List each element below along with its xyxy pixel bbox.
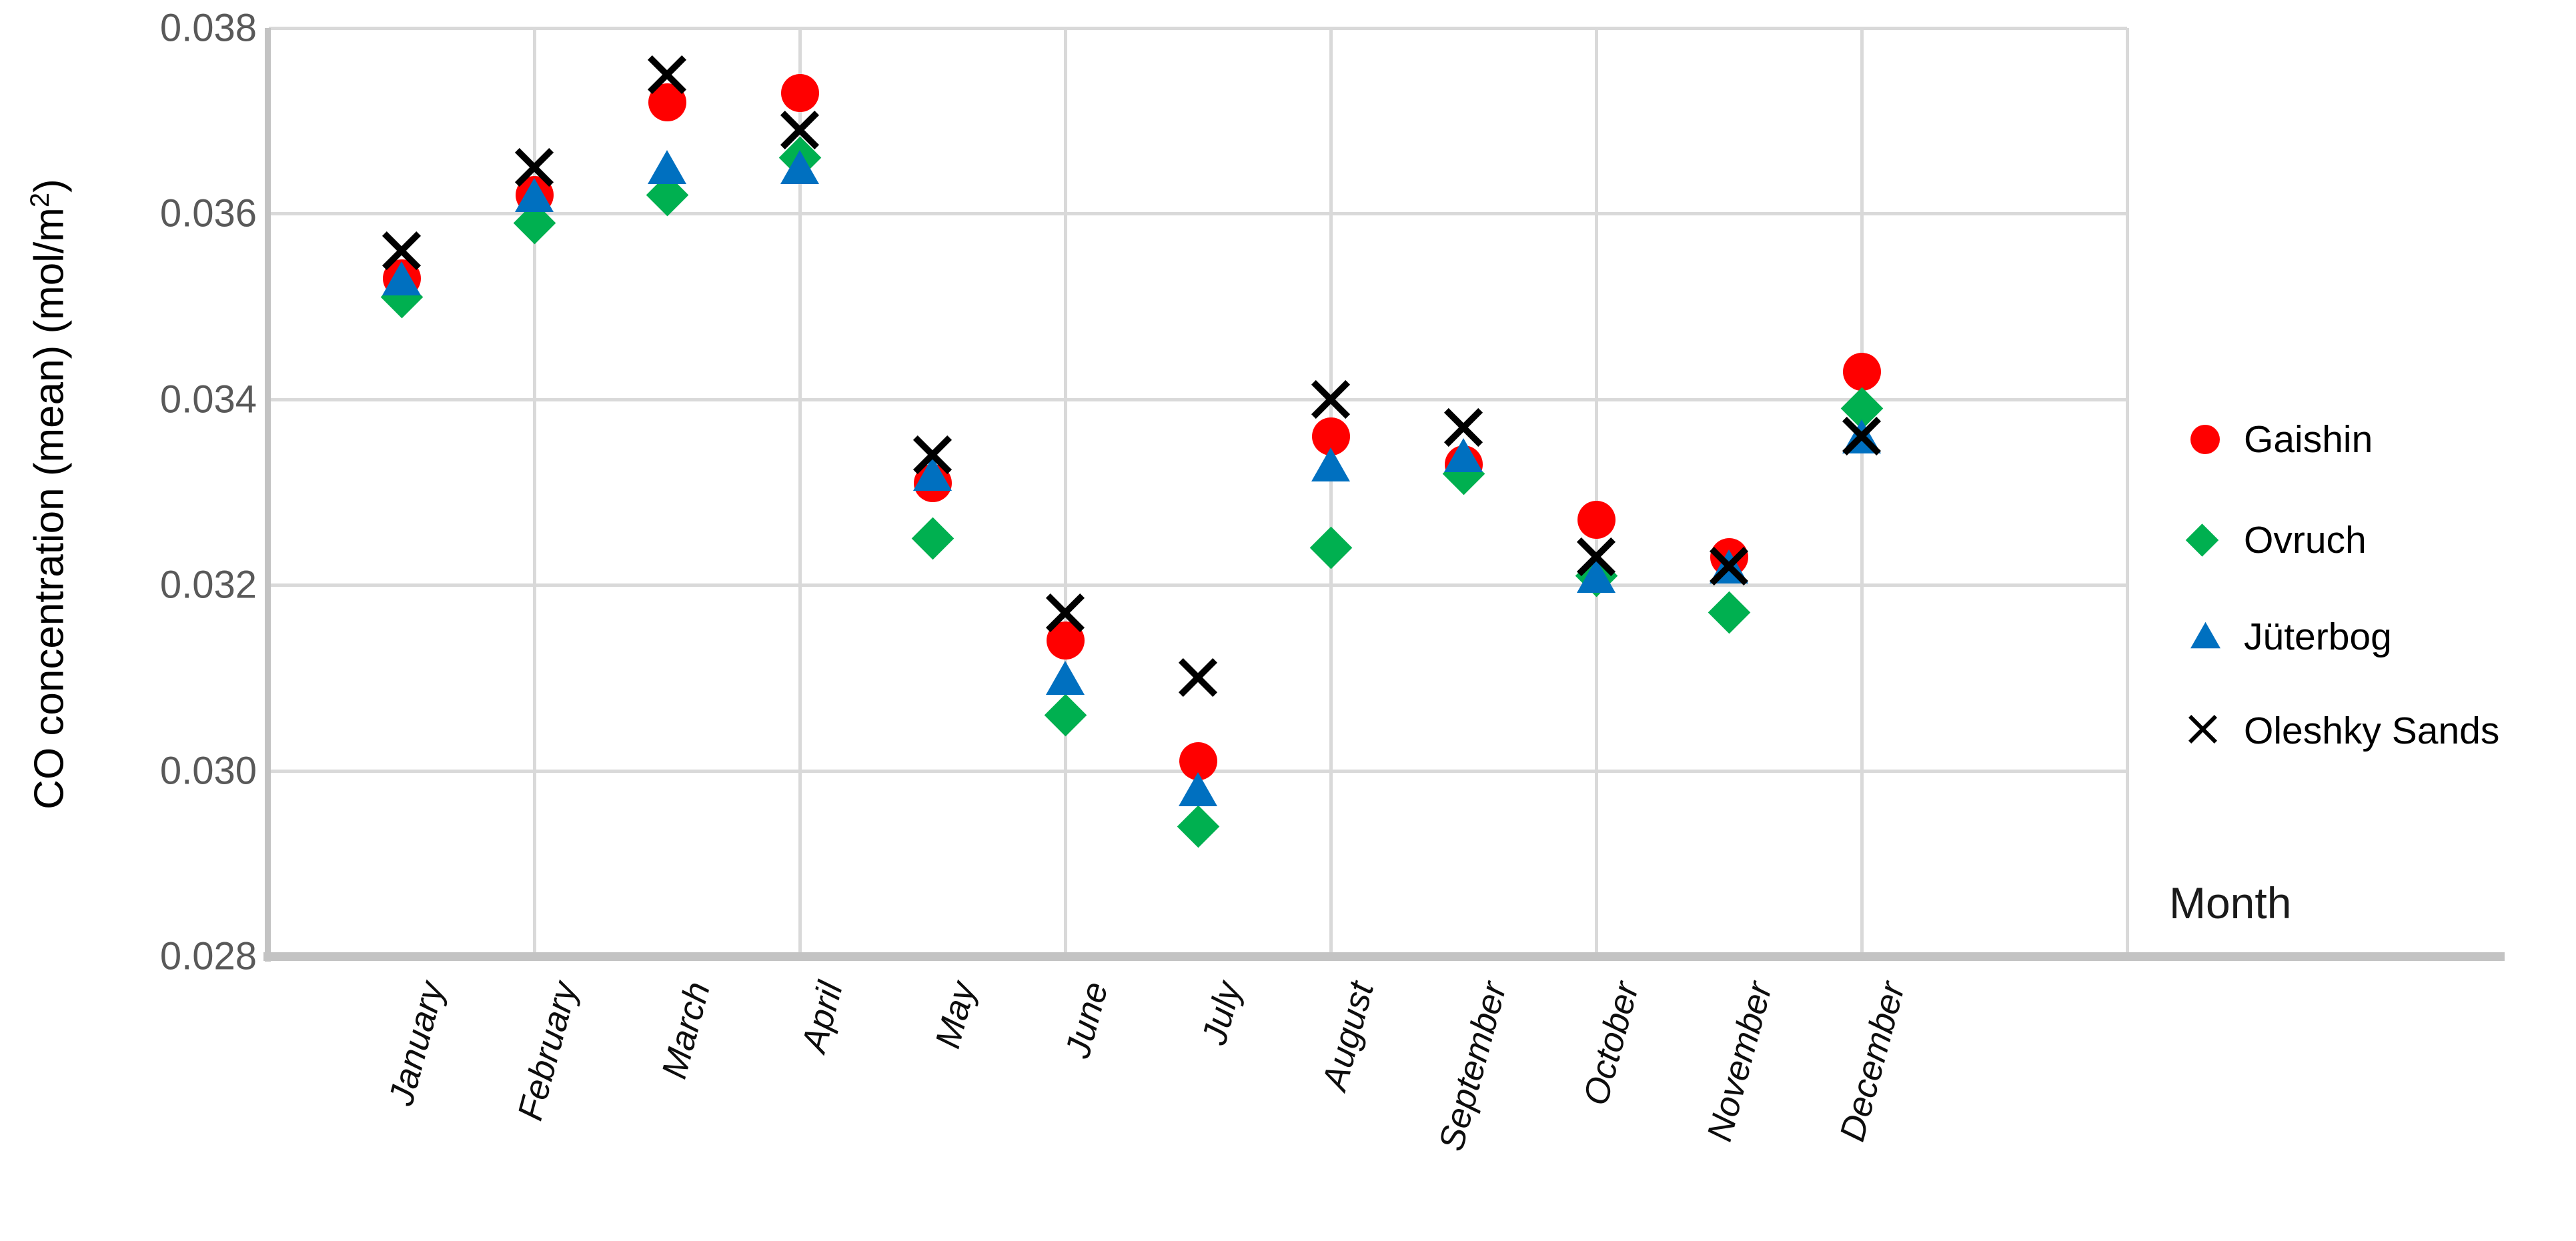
legend-label: Jüterbog bbox=[2244, 615, 2392, 658]
x-tick-label: June bbox=[1058, 978, 1116, 1062]
y-tick-label: 0.032 bbox=[159, 563, 257, 607]
x-tick-label: February bbox=[510, 978, 585, 1125]
x-tick-label: April bbox=[794, 978, 850, 1056]
x-axis-title: Month bbox=[2169, 878, 2292, 928]
oleshky-x-marker bbox=[1311, 379, 1351, 422]
x-tick-label: November bbox=[1699, 978, 1780, 1146]
y-axis-line bbox=[265, 28, 271, 962]
gaishin-circle-marker-legend bbox=[2190, 425, 2220, 454]
x-tick-label: January bbox=[382, 978, 452, 1110]
x-tick-label: October bbox=[1576, 978, 1647, 1110]
vertical-gridline bbox=[1064, 28, 1067, 956]
legend-label: Gaishin bbox=[2244, 418, 2373, 461]
gaishin-circle-marker bbox=[1842, 352, 1881, 391]
x-axis-line bbox=[263, 952, 2505, 961]
oleshky-x-marker bbox=[1045, 593, 1085, 636]
oleshky-x-marker bbox=[647, 55, 687, 97]
juterbog-triangle-marker bbox=[1046, 660, 1085, 698]
legend-label: Oleshky Sands bbox=[2244, 710, 2500, 752]
juterbog-triangle-marker bbox=[1577, 558, 1616, 596]
vertical-gridline bbox=[798, 28, 802, 956]
y-tick-label: 0.036 bbox=[159, 191, 257, 235]
juterbog-triangle-marker-legend bbox=[2190, 622, 2220, 652]
y-axis-title-superscript: 2 bbox=[25, 192, 55, 208]
oleshky-x-marker bbox=[1842, 417, 1882, 459]
y-axis-title-suffix: ) bbox=[26, 179, 73, 193]
juterbog-triangle-marker bbox=[382, 261, 421, 299]
horizontal-gridline bbox=[269, 397, 2127, 401]
ovruch-diamond-marker bbox=[1309, 526, 1352, 569]
vertical-gridline bbox=[1329, 28, 1333, 956]
oleshky-x-marker bbox=[1576, 537, 1616, 579]
vertical-gridline bbox=[2126, 28, 2129, 956]
ovruch-diamond-marker-legend bbox=[2185, 523, 2219, 557]
y-tick-label: 0.028 bbox=[159, 934, 257, 978]
gaishin-circle-marker bbox=[780, 73, 819, 112]
vertical-gridline bbox=[1595, 28, 1598, 956]
horizontal-gridline bbox=[269, 212, 2127, 216]
horizontal-gridline bbox=[269, 27, 2127, 30]
oleshky-x-marker-legend bbox=[2188, 714, 2218, 748]
horizontal-gridline bbox=[269, 583, 2127, 587]
oleshky-x-marker bbox=[1443, 407, 1483, 450]
vertical-gridline bbox=[1860, 28, 1864, 956]
y-axis-title: CO concentration (mean) (mol/m2) bbox=[25, 4, 73, 984]
x-tick-label: December bbox=[1832, 978, 1912, 1146]
x-tick-label: May bbox=[928, 978, 983, 1053]
juterbog-triangle-marker bbox=[913, 456, 952, 494]
oleshky-x-marker bbox=[382, 231, 422, 273]
gaishin-circle-marker bbox=[1577, 501, 1616, 539]
y-axis-title-text: CO concentration (mean) (mol/m bbox=[26, 207, 73, 810]
ovruch-diamond-marker bbox=[1708, 591, 1750, 634]
ovruch-diamond-marker bbox=[911, 517, 954, 560]
y-tick-label: 0.038 bbox=[159, 6, 257, 50]
oleshky-x-marker bbox=[514, 147, 554, 190]
y-tick-label: 0.030 bbox=[159, 749, 257, 793]
ovruch-diamond-marker bbox=[1177, 805, 1219, 848]
oleshky-x-marker bbox=[780, 111, 820, 153]
x-tick-label: March bbox=[654, 978, 718, 1083]
juterbog-triangle-marker bbox=[1444, 437, 1483, 475]
juterbog-triangle-marker bbox=[515, 178, 554, 215]
juterbog-triangle-marker bbox=[1311, 447, 1350, 485]
oleshky-x-marker bbox=[912, 435, 952, 477]
oleshky-x-marker bbox=[1178, 658, 1218, 700]
legend-label: Ovruch bbox=[2244, 519, 2367, 561]
x-tick-label: July bbox=[1194, 978, 1249, 1049]
x-tick-label: September bbox=[1431, 978, 1514, 1155]
vertical-gridline bbox=[533, 28, 536, 956]
y-tick-label: 0.034 bbox=[159, 377, 257, 421]
oleshky-x-marker bbox=[1709, 547, 1749, 589]
ovruch-diamond-marker bbox=[1044, 694, 1087, 736]
x-tick-label: August bbox=[1315, 978, 1381, 1094]
juterbog-triangle-marker bbox=[780, 150, 819, 187]
juterbog-triangle-marker bbox=[648, 150, 686, 187]
juterbog-triangle-marker bbox=[1179, 772, 1217, 810]
